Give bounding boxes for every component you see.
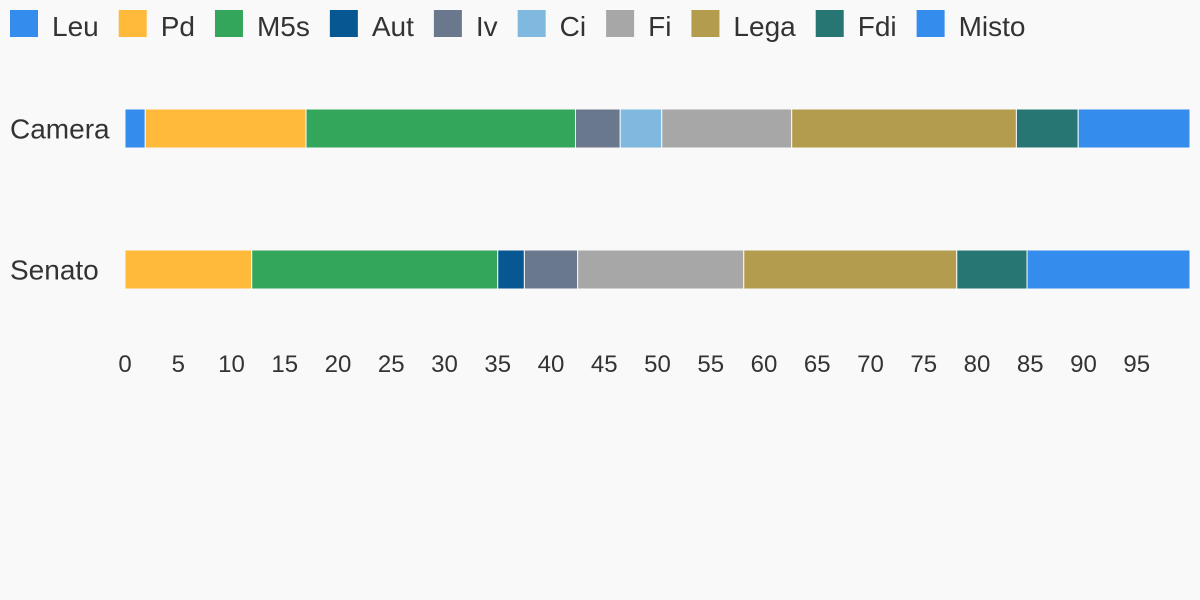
legend-label-lega: Lega	[733, 11, 796, 42]
bar-camera-leu	[124, 108, 146, 149]
legend-swatch-fdi	[815, 10, 844, 37]
plot-area	[124, 108, 1191, 290]
bar-camera-misto	[1077, 108, 1191, 149]
bar-senato-fi	[577, 249, 745, 290]
x-tick-label: 70	[857, 351, 884, 378]
x-tick-label: 55	[697, 351, 724, 378]
bar-camera-pd	[144, 108, 307, 149]
x-tick-label: 65	[804, 351, 831, 378]
bar-camera-lega	[791, 108, 1017, 149]
x-tick-label: 80	[964, 351, 991, 378]
legend-swatch-iv	[433, 10, 462, 37]
bar-camera-iv	[574, 108, 621, 149]
x-tick-label: 5	[172, 351, 185, 378]
x-tick-label: 50	[644, 351, 671, 378]
bar-camera-fdi	[1015, 108, 1079, 149]
x-tick-label: 75	[910, 351, 937, 378]
x-tick-label: 85	[1017, 351, 1044, 378]
bar-senato-fdi	[956, 249, 1028, 290]
x-tick-label: 90	[1070, 351, 1097, 378]
x-tick-label: 95	[1123, 351, 1150, 378]
category-label-camera: Camera	[10, 114, 110, 145]
legend-label-m5s: M5s	[257, 11, 310, 42]
x-tick-label: 35	[484, 351, 511, 378]
bar-camera-fi	[661, 108, 793, 149]
legend-swatch-ci	[517, 10, 546, 37]
legend-swatch-aut	[329, 10, 358, 37]
bar-camera-ci	[619, 108, 663, 149]
legend-label-ci: Ci	[560, 11, 586, 42]
x-tick-label: 25	[378, 351, 405, 378]
x-tick-label: 45	[591, 351, 618, 378]
legend-label-iv: Iv	[476, 11, 498, 42]
legend-swatch-fi	[606, 10, 635, 37]
legend-swatch-misto	[916, 10, 945, 37]
legend-label-misto: Misto	[959, 11, 1026, 42]
legend-label-fdi: Fdi	[858, 11, 897, 42]
legend-swatch-pd	[118, 10, 147, 37]
x-tick-label: 10	[218, 351, 245, 378]
x-tick-label: 60	[751, 351, 778, 378]
bar-senato-m5s	[251, 249, 499, 290]
legend-label-leu: Leu	[52, 11, 99, 42]
category-labels: Camera Senato	[10, 114, 110, 286]
bar-camera-m5s	[305, 108, 576, 149]
legend-label-fi: Fi	[648, 11, 671, 42]
legend: Leu Pd M5s Aut Iv Ci Fi Lega Fdi Misto	[10, 10, 1026, 42]
bar-senato-lega	[743, 249, 958, 290]
bar-senato-aut	[497, 249, 525, 290]
legend-label-pd: Pd	[161, 11, 195, 42]
legend-swatch-lega	[691, 10, 720, 37]
x-tick-label: 30	[431, 351, 458, 378]
x-axis: 0 5 10 15 20 25 30 35 40 45 50 55 60 65 70 75 80 85 90 95	[118, 351, 1150, 378]
legend-swatch-leu	[10, 10, 38, 37]
legend-swatch-m5s	[214, 10, 243, 37]
bar-senato-iv	[523, 249, 579, 290]
x-tick-label: 40	[538, 351, 565, 378]
legend-label-aut: Aut	[372, 11, 414, 42]
x-tick-label: 20	[325, 351, 352, 378]
bar-senato-pd	[124, 249, 253, 290]
category-label-senato: Senato	[10, 255, 99, 286]
bar-senato-misto	[1026, 249, 1191, 290]
x-tick-label: 15	[271, 351, 298, 378]
x-tick-label: 0	[118, 351, 131, 378]
